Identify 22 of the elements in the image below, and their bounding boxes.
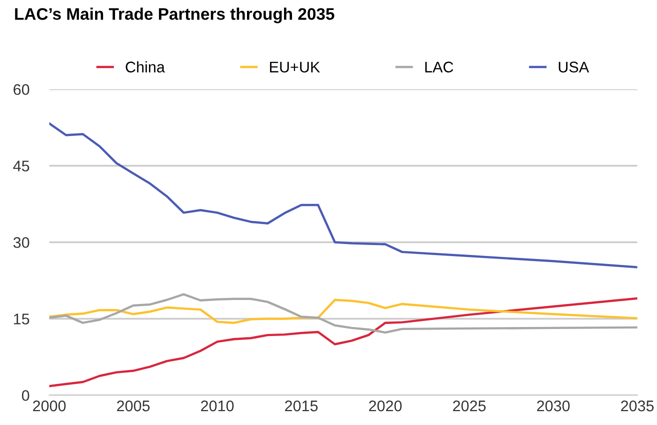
legend-label: USA (558, 62, 590, 72)
x-tick-label: 2005 (117, 400, 150, 412)
chart-title: LAC’s Main Trade Partners through 2035 (15, 8, 334, 24)
line-series (49, 298, 638, 324)
line-series (49, 297, 638, 388)
line-series (49, 293, 638, 334)
line-series (49, 122, 638, 268)
y-tick-label: 45 (13, 160, 30, 172)
legend-label: LAC (425, 62, 454, 72)
y-tick-label: 0 (22, 390, 30, 401)
x-tick-label: 2015 (285, 400, 318, 412)
y-tick-label: 60 (14, 84, 30, 95)
legend-label: EU+UK (270, 62, 320, 72)
legend-label: China (126, 61, 165, 72)
x-tick-label: 2025 (453, 400, 486, 412)
x-tick-label: 2000 (33, 400, 66, 412)
x-tick-label: 2030 (537, 400, 570, 412)
x-tick-label: 2010 (201, 400, 234, 412)
x-tick-label: 2020 (369, 400, 402, 412)
x-tick-label: 2035 (621, 400, 654, 412)
y-tick-label: 30 (13, 237, 30, 248)
y-tick-label: 15 (14, 314, 30, 324)
